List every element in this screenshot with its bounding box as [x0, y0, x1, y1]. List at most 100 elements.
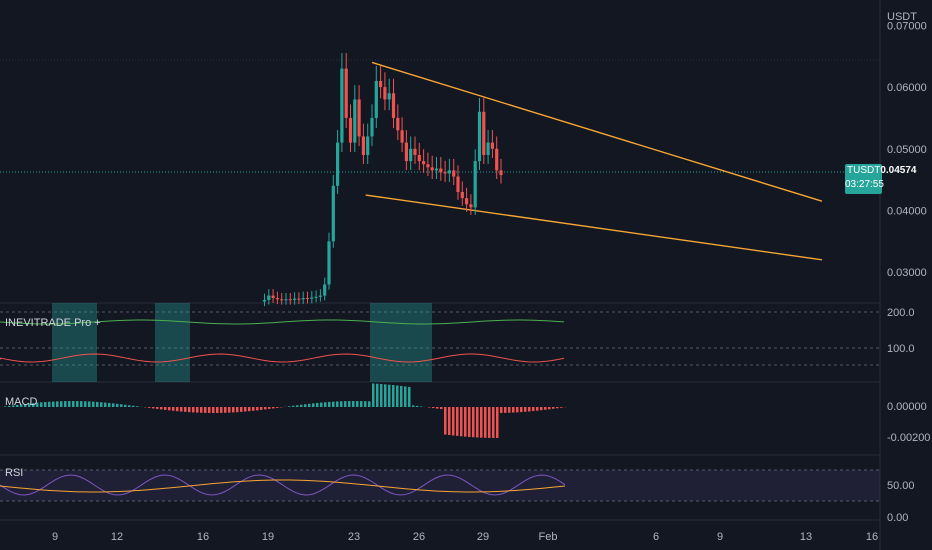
- macd-histogram-bar: [448, 407, 451, 436]
- candle-body: [275, 298, 279, 300]
- macd-histogram-bar: [392, 385, 395, 407]
- macd-histogram-bar: [256, 407, 259, 411]
- macd-histogram-bar: [420, 406, 423, 407]
- candle-body: [439, 168, 443, 173]
- macd-histogram-bar: [176, 407, 179, 412]
- rsi-label: RSI: [5, 467, 23, 479]
- time-tick-label: 13: [800, 531, 812, 543]
- macd-histogram-bar: [200, 407, 203, 413]
- macd-histogram-bar: [104, 402, 107, 407]
- macd-histogram-bar: [96, 401, 99, 407]
- inevitrade-label: INEVITRADE Pro +: [5, 317, 101, 329]
- macd-histogram-bar: [292, 405, 295, 407]
- macd-histogram-bar: [472, 407, 475, 438]
- macd-histogram-bar: [468, 407, 471, 437]
- macd-histogram-bar: [496, 407, 499, 438]
- macd-histogram-bar: [312, 403, 315, 407]
- time-tick-label: 26: [413, 531, 425, 543]
- candle-body: [456, 176, 460, 192]
- macd-histogram-bar: [48, 401, 51, 407]
- candle-body: [482, 111, 486, 155]
- macd-histogram-bar: [412, 405, 415, 407]
- macd-histogram-bar: [220, 407, 223, 413]
- time-tick-label: 16: [197, 531, 209, 543]
- macd-histogram-bar: [252, 407, 255, 411]
- macd-histogram-bar: [136, 406, 139, 407]
- price-tick-label: 0.03000: [887, 267, 927, 279]
- macd-histogram-bar: [272, 407, 275, 409]
- macd-histogram-bar: [484, 407, 487, 438]
- macd-histogram-bar: [344, 401, 347, 407]
- macd-histogram-bar: [164, 407, 167, 410]
- trendline: [371, 61, 823, 202]
- highlight-band: [370, 303, 432, 382]
- inevitrade-pane: 200.0 100.0: [0, 303, 915, 382]
- candle-body: [374, 80, 378, 118]
- candle-body: [460, 191, 464, 199]
- macd-histogram-bar: [212, 407, 215, 413]
- macd-histogram-bar: [24, 403, 27, 407]
- macd-histogram-bar: [460, 407, 463, 437]
- candle-body: [379, 80, 383, 88]
- macd-histogram-bar: [268, 407, 271, 409]
- trendlines: [365, 61, 823, 261]
- macd-histogram-bar: [232, 407, 235, 413]
- macd-histogram-bar: [384, 384, 387, 407]
- candle-body: [348, 117, 353, 143]
- macd-histogram-bar: [304, 404, 307, 407]
- rsi-tick-label: 50.00: [887, 480, 915, 492]
- macd-histogram-bar: [508, 407, 511, 413]
- macd-histogram-bar: [92, 401, 95, 407]
- macd-histogram-bar: [108, 402, 111, 407]
- time-tick-label: 6: [653, 531, 659, 543]
- macd-histogram-bar: [340, 401, 343, 407]
- macd-histogram-bar: [172, 407, 175, 411]
- macd-histogram-bar: [240, 407, 243, 412]
- candle-body: [465, 198, 469, 205]
- candle-body: [340, 68, 344, 143]
- macd-histogram-bar: [244, 407, 247, 412]
- rsi-band: [0, 470, 880, 501]
- candle-body: [383, 87, 387, 100]
- macd-histogram-bar: [524, 407, 527, 412]
- macd-histogram-bar: [400, 385, 403, 407]
- macd-histogram-bar: [60, 401, 63, 407]
- price-tick-label: 0.04000: [887, 205, 927, 217]
- time-tick-label: 12: [111, 531, 123, 543]
- macd-histogram-bar: [348, 401, 351, 407]
- macd-histogram-bar: [516, 407, 519, 413]
- time-tick-label: Feb: [539, 531, 558, 543]
- candle-body: [409, 148, 413, 162]
- macd-histogram-bar: [372, 383, 375, 407]
- candle-body: [434, 168, 439, 171]
- candle-body: [447, 170, 451, 174]
- macd-histogram-bar: [152, 407, 155, 409]
- macd-histogram-bar: [308, 403, 311, 407]
- macd-histogram-bar: [452, 407, 455, 436]
- macd-histogram-bar: [4, 406, 7, 407]
- macd-histogram-bar: [128, 405, 131, 407]
- candle-body: [357, 99, 361, 137]
- macd-histogram-bar: [456, 407, 459, 436]
- candle-body: [267, 295, 271, 300]
- candle-body: [422, 161, 426, 165]
- macd-histogram-bar: [88, 401, 91, 407]
- macd-histogram-bar: [404, 386, 407, 407]
- countdown-label: 03:27:55: [845, 179, 884, 190]
- macd-histogram-bar: [120, 404, 123, 407]
- macd-histogram-bar: [332, 401, 335, 407]
- rsi-ma-line: [0, 479, 566, 493]
- macd-histogram-bar: [80, 401, 83, 407]
- macd-histogram-bar: [148, 407, 151, 408]
- macd-histogram-bar: [548, 407, 551, 410]
- macd-histogram-bar: [296, 405, 299, 407]
- candle-body: [391, 93, 396, 118]
- highlight-band: [52, 303, 97, 382]
- macd-histogram-bar: [436, 407, 439, 409]
- rsi-tick-label: 0.00: [887, 512, 908, 524]
- macd-histogram-bar: [376, 383, 379, 407]
- time-tick-label: 29: [477, 531, 489, 543]
- candle-body: [271, 295, 275, 299]
- candle-body: [430, 167, 434, 171]
